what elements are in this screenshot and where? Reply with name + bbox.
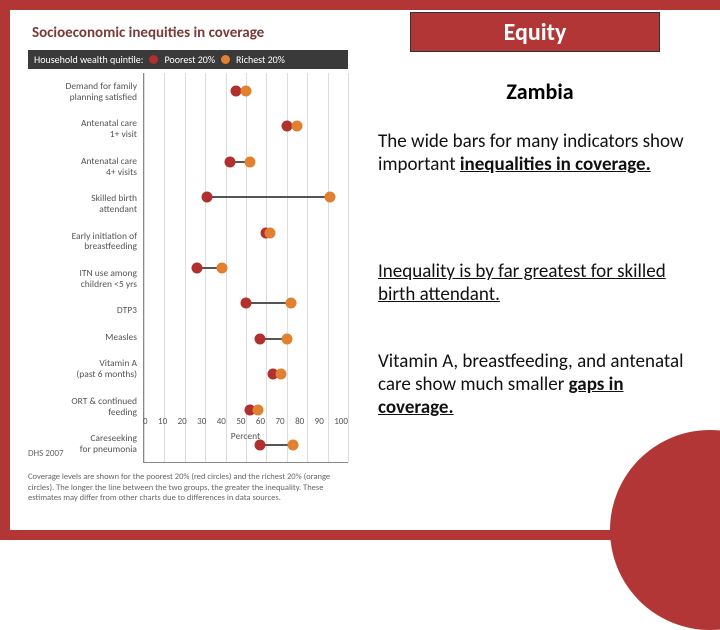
row-label: Early initiation ofbreastfeeding [28, 231, 137, 253]
legend-label: Household wealth quintile: [34, 53, 143, 66]
marker-poor [255, 333, 266, 344]
country-heading: Zambia [410, 78, 670, 105]
row-label: ORT & continuedfeeding [28, 396, 137, 418]
x-tick: 30 [197, 416, 206, 430]
marker-rich [275, 369, 286, 380]
x-ticks: 0 10 20 30 40 50 60 70 80 90 100 [143, 416, 348, 430]
para2-text: Inequality is by far greatest for skille… [378, 260, 666, 306]
marker-rich [245, 156, 256, 167]
marker-rich [216, 263, 227, 274]
paragraph-2: Inequality is by far greatest for skille… [378, 260, 698, 306]
chart-panel: Socioeconomic inequities in coverage Hou… [28, 22, 348, 512]
para3-text: Vitamin A, breastfeeding, and antenatal … [378, 350, 683, 396]
corner-decoration [610, 430, 720, 630]
chart-footnote: Coverage levels are shown for the poores… [28, 472, 338, 504]
marker-rich [241, 85, 252, 96]
legend-rich: Richest 20% [236, 53, 285, 66]
marker-poor [241, 298, 252, 309]
x-tick: 90 [315, 416, 324, 430]
x-tick: 40 [217, 416, 226, 430]
x-tick: 100 [334, 416, 348, 430]
legend-poor: Poorest 20% [164, 53, 215, 66]
paragraph-1: The wide bars for many indicators show i… [378, 130, 698, 176]
marker-rich [324, 192, 335, 203]
legend-dot-poor [149, 55, 158, 64]
labels-column: Demand for familyplanning satisfied Anten… [28, 73, 143, 463]
x-tick: 60 [256, 416, 265, 430]
x-tick: 0 [143, 416, 148, 430]
row-label: Measles [28, 332, 137, 343]
row-label: ITN use amongchildren <5 yrs [28, 268, 137, 290]
row-label: DTP3 [28, 305, 137, 316]
chart-title: Socioeconomic inequities in coverage [28, 22, 348, 50]
chart-legend: Household wealth quintile: Poorest 20% R… [28, 50, 348, 69]
marker-poor [202, 192, 213, 203]
frame-left [0, 0, 10, 540]
legend-dot-rich [221, 55, 230, 64]
row-label: Vitamin A(past 6 months) [28, 358, 137, 380]
x-tick: 70 [275, 416, 284, 430]
x-tick: 80 [295, 416, 304, 430]
equity-bar [207, 196, 329, 198]
marker-rich [285, 298, 296, 309]
para1-emph: inequalities in coverage. [460, 153, 651, 176]
marker-rich [281, 333, 292, 344]
row-label: Demand for familyplanning satisfied [28, 81, 137, 103]
row-label: Antenatal care4+ visits [28, 156, 137, 178]
equity-bar [246, 302, 291, 304]
dot-plot [143, 73, 348, 463]
marker-rich [253, 404, 264, 415]
frame-top [0, 0, 720, 10]
paragraph-3: Vitamin A, breastfeeding, and antenatal … [378, 350, 698, 419]
chart-source: DHS 2007 [28, 448, 64, 459]
x-tick: 50 [236, 416, 245, 430]
row-label: Skilled birthattendant [28, 193, 137, 215]
marker-rich [265, 227, 276, 238]
marker-poor [224, 156, 235, 167]
row-label: Antenatal care1+ visit [28, 118, 137, 140]
x-tick: 20 [178, 416, 187, 430]
x-axis-label: Percent [143, 430, 348, 442]
equity-badge: Equity [410, 12, 660, 52]
x-tick: 10 [158, 416, 167, 430]
marker-rich [292, 121, 303, 132]
plot-area: Demand for familyplanning satisfied Anten… [28, 73, 348, 463]
marker-poor [192, 263, 203, 274]
